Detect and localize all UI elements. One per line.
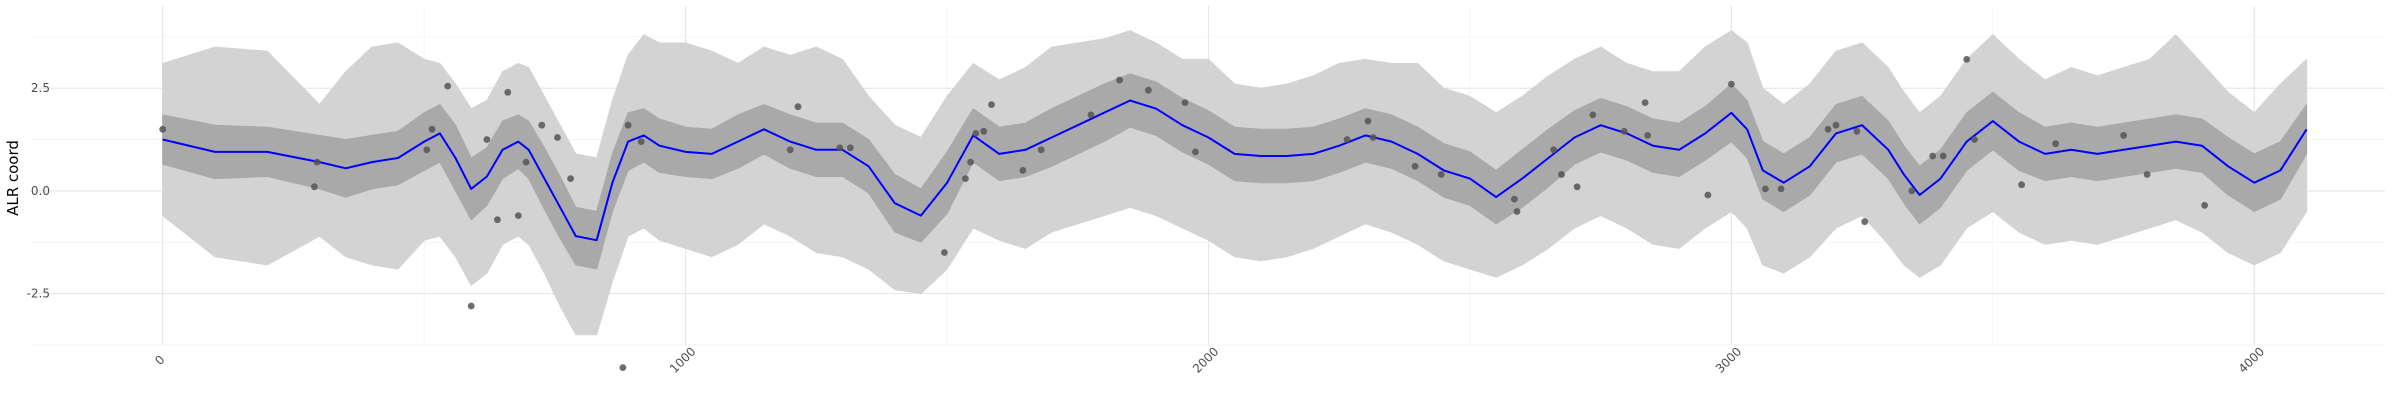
data-point [1192,148,1199,156]
data-point [637,138,645,146]
data-point [313,158,321,166]
y-axis-title: ALR coord [4,140,22,216]
outer-credible-band [162,30,2308,336]
data-point [1824,125,1832,133]
data-point [2018,181,2025,189]
data-point [159,125,167,133]
y-tick-label: -2.5 [27,287,50,301]
data-point [483,136,491,143]
data-point [522,158,530,166]
data-point [1145,86,1152,94]
data-point [1037,146,1045,154]
data-point [846,144,854,152]
data-point [1369,134,1377,141]
data-point [1704,191,1712,199]
data-point [967,158,974,166]
data-point [962,175,969,183]
data-point [2120,132,2128,139]
data-point [941,249,948,256]
data-point [2201,201,2209,209]
data-point [1411,162,1419,170]
data-point [1908,187,1916,195]
data-point [619,364,627,371]
data-point [1777,185,1785,193]
data-point [1087,111,1095,119]
data-point [444,82,452,90]
data-point [1939,152,1947,160]
data-point [1343,136,1351,143]
data-point [567,175,574,183]
data-point [1641,99,1649,106]
data-point [1181,99,1189,106]
data-point [1971,136,1978,143]
data-point [624,121,632,129]
data-point [1019,167,1027,174]
data-point [972,130,980,137]
mean-line [162,99,2308,242]
data-point [1929,152,1937,160]
y-tick-label: 2.5 [31,81,50,95]
observed-points [159,56,2209,371]
data-point [538,121,546,129]
data-point [988,101,995,108]
data-point [1513,208,1521,215]
data-point [2143,171,2151,178]
data-point [1573,183,1581,191]
data-point [423,146,431,154]
data-point [1832,121,1840,129]
inner-credible-band [162,73,2308,270]
data-point [1116,76,1123,84]
data-point [980,127,988,135]
data-point [428,125,436,133]
credible-bands [162,30,2308,336]
data-point [1511,195,1518,203]
mean-line-layer [162,99,2308,242]
data-point [1963,56,1971,63]
data-point [794,103,802,111]
y-tick-label: 0.0 [31,184,50,198]
data-point [554,134,561,141]
data-point [786,146,794,154]
data-point [1853,127,1861,135]
data-point [1437,171,1445,178]
data-point [1728,80,1735,88]
data-point [1762,185,1769,193]
data-point [311,183,318,191]
data-point [1861,218,1869,226]
data-point [494,216,501,224]
data-point [1620,127,1628,135]
data-point [2052,140,2060,148]
data-point [514,212,522,220]
data-point [836,144,844,152]
data-point [1558,171,1565,178]
data-point [1589,111,1597,119]
data-point [1364,117,1372,125]
data-point [504,88,512,96]
data-point [467,302,475,310]
data-point [1550,146,1557,154]
data-point [1644,132,1652,139]
